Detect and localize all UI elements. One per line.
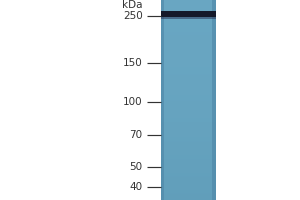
Text: 150: 150 — [123, 58, 142, 68]
Text: 40: 40 — [129, 182, 142, 192]
Text: 70: 70 — [129, 130, 142, 140]
Text: kDa: kDa — [122, 0, 142, 10]
Text: 50: 50 — [129, 162, 142, 172]
Text: 250: 250 — [123, 11, 142, 21]
Text: 100: 100 — [123, 97, 142, 107]
